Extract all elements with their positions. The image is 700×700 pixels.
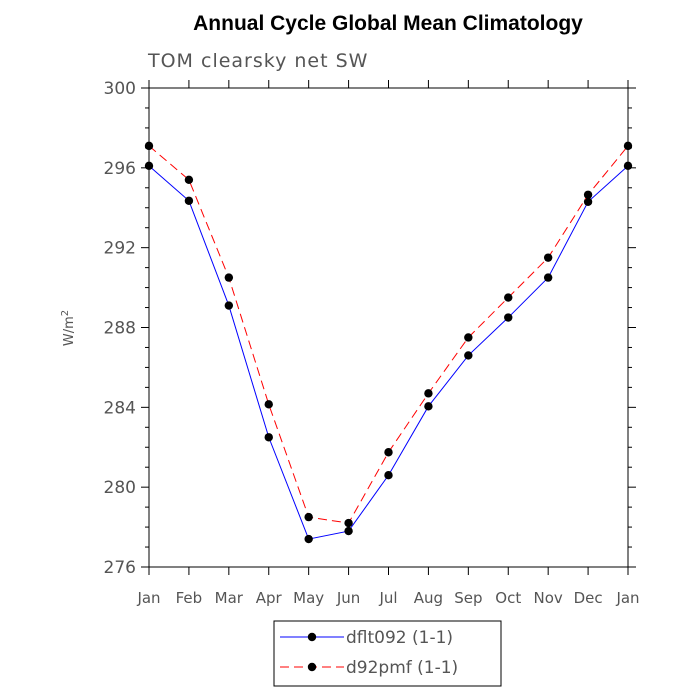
series-1-point <box>464 351 473 360</box>
x-tick-label: Nov <box>534 589 563 607</box>
series-1-point <box>264 433 273 442</box>
y-axis-label: W/m2 <box>60 310 77 346</box>
legend-marker-1 <box>307 632 317 642</box>
series-2-point <box>384 448 393 457</box>
series-line-2 <box>148 145 629 524</box>
y-tick-label: 284 <box>104 398 136 418</box>
x-tick-label: Oct <box>495 589 521 607</box>
legend-marker-2 <box>307 662 317 672</box>
series-1-point <box>184 196 194 205</box>
series-1-point <box>543 273 553 282</box>
plot-area: 276 280 284 288 292 296 300 Jan Feb Mar Apr May Jun J… <box>104 79 640 607</box>
x-tick-label: Feb <box>176 589 203 607</box>
y-tick-label: 288 <box>104 319 136 339</box>
series-2-point <box>144 141 154 151</box>
chart-subtitle: TOM clearsky net SW <box>147 50 368 72</box>
y-axis-label-text: W/m <box>62 316 77 346</box>
series-1-point <box>224 301 234 310</box>
y-tick-label: 300 <box>104 79 136 99</box>
plot-frame <box>148 87 629 568</box>
chart-title: Annual Cycle Global Mean Climatology <box>193 12 583 35</box>
x-tick-label: Mar <box>215 589 244 607</box>
x-tick-label: Sep <box>454 589 482 607</box>
series-2-point <box>264 400 273 409</box>
x-tick-label: Apr <box>256 589 283 607</box>
legend-box <box>273 620 502 687</box>
series-1-point <box>623 161 633 171</box>
y-tick-label: 296 <box>104 159 136 179</box>
legend-label-1: dflt092 (1-1) <box>346 628 453 648</box>
legend: dflt092 (1-1) d92pmf (1-1) <box>273 620 502 687</box>
series-1-point <box>504 313 513 322</box>
y-tick-label: 276 <box>104 558 136 578</box>
series-2-point <box>464 333 473 342</box>
series-1-point <box>304 534 313 544</box>
series-1-point <box>144 161 154 171</box>
x-tick-label: Jan <box>615 589 639 607</box>
series-2-point <box>623 141 633 151</box>
series-2-point <box>504 293 513 302</box>
x-tick-label: Jul <box>378 589 397 607</box>
x-tick-label: Jun <box>336 589 360 607</box>
series-1-point <box>344 526 353 536</box>
series-line-1 <box>148 165 629 540</box>
series-1-point <box>424 402 433 411</box>
y-tick-label: 292 <box>104 239 136 259</box>
series-2-point <box>344 518 353 528</box>
x-tick-label: May <box>293 589 324 607</box>
series-2-point <box>304 512 313 522</box>
series-1-point <box>384 470 393 480</box>
series-2-point <box>224 273 234 282</box>
series-1-point <box>583 197 593 206</box>
legend-label-2: d92pmf (1-1) <box>346 658 458 678</box>
series-2-point <box>424 389 433 398</box>
y-tick-label: 280 <box>104 478 136 498</box>
x-tick-label: Jan <box>136 589 160 607</box>
series-2-point <box>184 175 194 185</box>
series-2-point <box>543 253 553 262</box>
series-2-point <box>583 190 593 199</box>
y-axis-label-superscript: 2 <box>60 310 71 316</box>
x-tick-label: Aug <box>414 589 443 607</box>
x-tick-label: Dec <box>574 589 603 607</box>
